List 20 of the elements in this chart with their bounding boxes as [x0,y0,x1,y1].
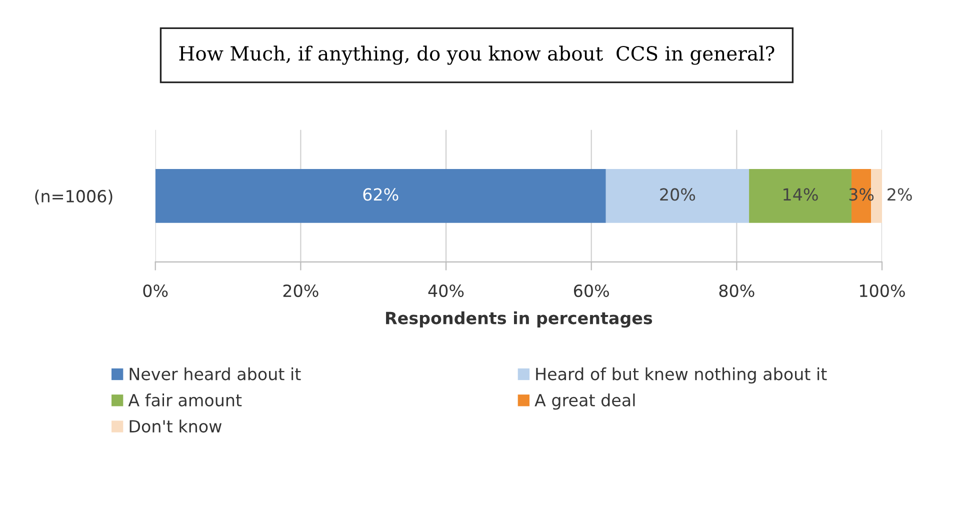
x-axis-title: Respondents in percentages [386,311,652,328]
data-label: 2% [888,188,912,201]
x-tick-label: 100% [860,284,905,298]
legend-label: A great deal [534,394,635,410]
x-tick-label: 20% [283,284,318,298]
x-tick-label: 0% [143,284,168,298]
x-tick-label: 60% [574,284,609,298]
chart-title: How Much, if anything, do you know about CCS in general? [179,46,774,65]
legend-label: Heard of but knew nothing about it [536,367,827,384]
bar [606,168,750,223]
legend-label: A fair amount [128,394,242,406]
data-label: 20% [660,188,696,201]
data-label: 62% [363,188,398,201]
legend-label: Don't know [130,420,222,433]
data-label: 14% [784,188,818,201]
bar [155,168,606,223]
x-tick-label: 40% [428,284,464,298]
y-tick-label: (n=1006) [35,190,112,204]
legend-label: Never heard about it [130,367,301,380]
x-tick-label: 80% [719,284,754,298]
